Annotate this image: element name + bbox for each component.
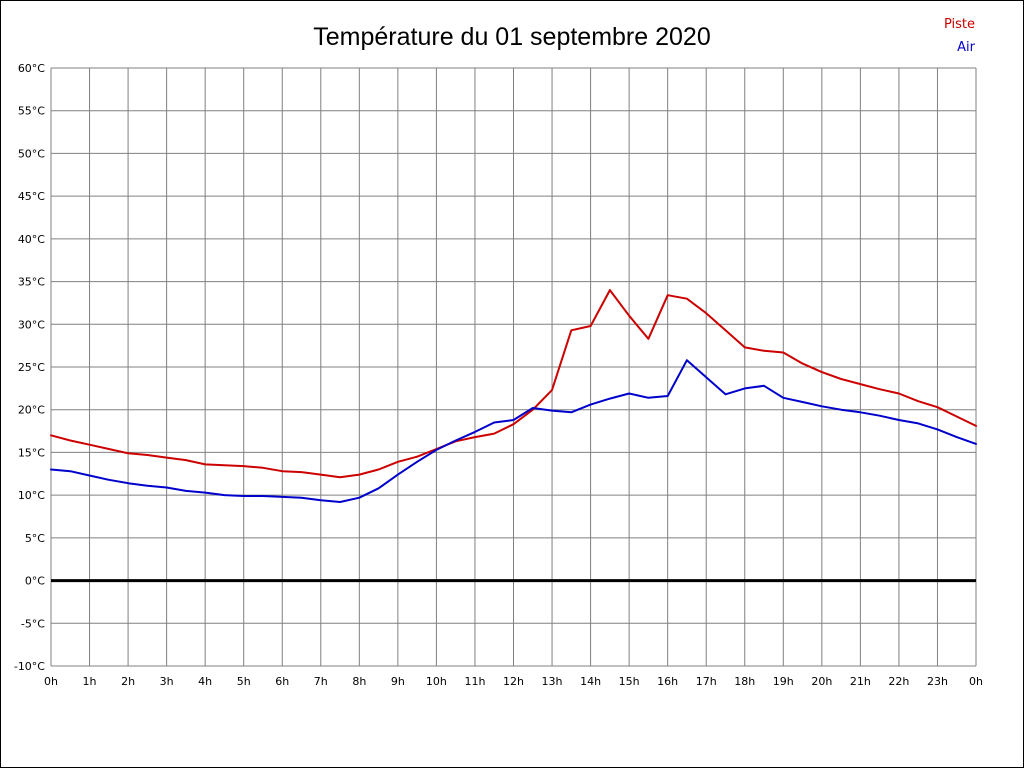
y-axis-tick-label: 0°C: [25, 575, 45, 588]
y-axis-tick-label: -5°C: [21, 617, 45, 630]
series-line-air: [50, 359, 977, 503]
legend-item-piste: Piste: [943, 17, 975, 32]
x-axis-tick-label: 3h: [160, 675, 174, 688]
legend-item-air: Air: [957, 40, 975, 55]
y-axis-tick-label: 50°C: [18, 147, 45, 160]
y-axis-tick-label: 25°C: [18, 361, 45, 374]
y-axis-tick-label: 35°C: [18, 276, 45, 289]
x-axis-tick-label: 4h: [198, 675, 212, 688]
x-axis-tick-label: 8h: [352, 675, 366, 688]
x-axis-tick-label: 5h: [237, 675, 251, 688]
y-axis-tick-label: -10°C: [14, 660, 45, 673]
y-axis-tick-label: 15°C: [18, 446, 45, 459]
x-axis-tick-label: 12h: [503, 675, 524, 688]
x-axis-tick-label: 23h: [927, 675, 948, 688]
y-axis-tick-label: 5°C: [25, 532, 45, 545]
x-axis-tick-label: 16h: [657, 675, 678, 688]
x-axis-tick-label: 15h: [619, 675, 640, 688]
y-axis-tick-label: 30°C: [18, 318, 45, 331]
x-axis-tick-label: 11h: [464, 675, 485, 688]
y-axis-tick-label: 40°C: [18, 233, 45, 246]
y-axis-tick-label: 60°C: [18, 62, 45, 75]
y-axis-tick-label: 20°C: [18, 404, 45, 417]
x-axis-tick-label: 1h: [83, 675, 97, 688]
x-axis-tick-label: 18h: [734, 675, 755, 688]
x-axis-tick-label: 19h: [773, 675, 794, 688]
y-axis-tick-label: 45°C: [18, 190, 45, 203]
x-axis-tick-label: 9h: [391, 675, 405, 688]
y-axis-tick-label: 55°C: [18, 105, 45, 118]
x-axis-tick-label: 6h: [275, 675, 289, 688]
series-line-piste: [50, 289, 977, 479]
chart-legend: Piste Air: [944, 13, 975, 59]
x-axis-tick-label: 7h: [314, 675, 328, 688]
x-axis-tick-label: 2h: [121, 675, 135, 688]
x-axis-tick-label: 14h: [580, 675, 601, 688]
x-axis-tick-label: 10h: [426, 675, 447, 688]
x-axis-tick-label: 13h: [542, 675, 563, 688]
chart-title: Température du 01 septembre 2020: [313, 23, 711, 51]
x-axis-tick-label: 20h: [811, 675, 832, 688]
x-axis-tick-label: 21h: [850, 675, 871, 688]
x-axis-tick-label: 0h: [44, 675, 58, 688]
x-axis-tick-label: 22h: [888, 675, 909, 688]
x-axis-tick-label: 17h: [696, 675, 717, 688]
x-axis-tick-label: 0h: [969, 675, 983, 688]
y-axis-tick-label: 10°C: [18, 489, 45, 502]
